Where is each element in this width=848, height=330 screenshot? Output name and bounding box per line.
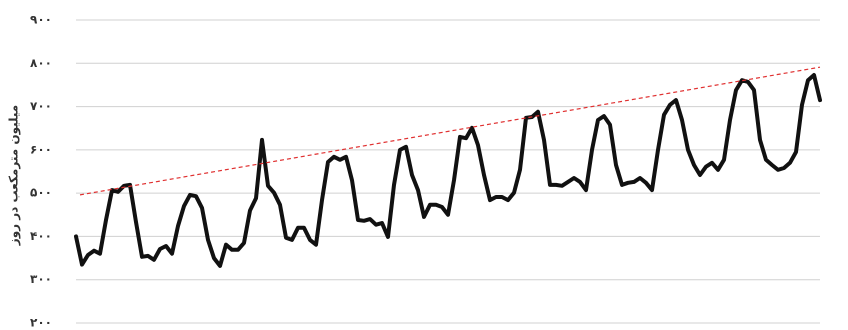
y-tick-label: ۴۰۰ (30, 229, 52, 243)
y-tick-label: ۶۰۰ (30, 142, 52, 156)
y-tick-label: ۹۰۰ (30, 13, 52, 27)
trend-line (79, 66, 821, 196)
data-line (74, 73, 822, 268)
y-tick-label: ۷۰۰ (30, 99, 52, 113)
y-tick-label: ۳۰۰ (30, 272, 52, 286)
y-tick-label: ۵۰۰ (30, 186, 52, 200)
y-axis-label: میلیون مترمکعب در روز (7, 105, 22, 246)
y-tick-label: ۲۰۰ (30, 316, 52, 330)
y-tick-label: ۸۰۰ (30, 56, 52, 70)
